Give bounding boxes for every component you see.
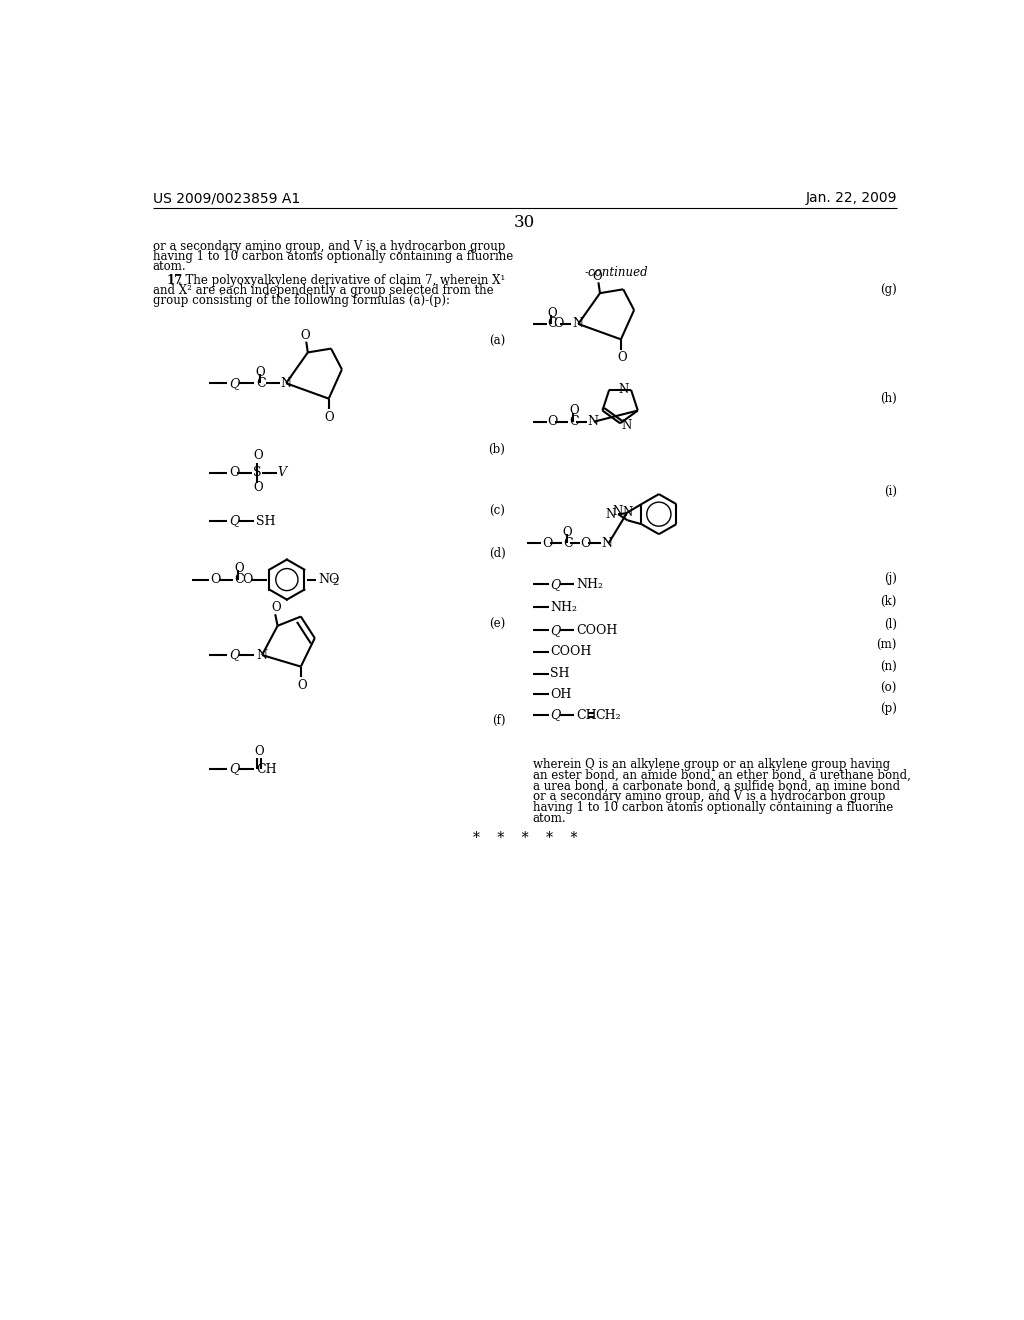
Text: NH₂: NH₂: [550, 601, 578, 614]
Text: Q: Q: [228, 763, 239, 776]
Text: . The polyoxyalkylene derivative of claim 7, wherein X¹: . The polyoxyalkylene derivative of clai…: [178, 273, 506, 286]
Text: OH: OH: [550, 688, 571, 701]
Text: O: O: [297, 678, 306, 692]
Text: N: N: [256, 648, 267, 661]
Text: C: C: [563, 537, 572, 550]
Text: O: O: [547, 306, 557, 319]
Text: CH: CH: [575, 709, 597, 722]
Text: -continued: -continued: [585, 265, 648, 279]
Text: atom.: atom.: [153, 260, 186, 273]
Text: (p): (p): [880, 702, 897, 715]
Text: S: S: [253, 466, 261, 479]
Text: O: O: [547, 416, 558, 428]
Text: or a secondary amino group, and V is a hydrocarbon group: or a secondary amino group, and V is a h…: [532, 791, 885, 804]
Text: O: O: [554, 317, 564, 330]
Text: O: O: [542, 537, 552, 550]
Text: having 1 to 10 carbon atoms optionally containing a fluorine: having 1 to 10 carbon atoms optionally c…: [153, 251, 513, 264]
Text: (d): (d): [488, 546, 506, 560]
Text: (n): (n): [880, 661, 897, 675]
Text: an ester bond, an amide bond, an ether bond, a urethane bond,: an ester bond, an amide bond, an ether b…: [532, 768, 910, 781]
Text: wherein Q is an alkylene group or an alkylene group having: wherein Q is an alkylene group or an alk…: [532, 758, 890, 771]
Text: O: O: [254, 744, 264, 758]
Text: O: O: [581, 537, 591, 550]
Text: CH₂: CH₂: [595, 709, 621, 722]
Text: group consisting of the following formulas (a)-(p):: group consisting of the following formul…: [153, 293, 450, 306]
Text: US 2009/0023859 A1: US 2009/0023859 A1: [153, 191, 300, 206]
Text: Q: Q: [228, 515, 239, 528]
Text: *    *    *    *    *: * * * * *: [473, 830, 577, 845]
Text: N: N: [281, 376, 292, 389]
Text: (j): (j): [884, 572, 897, 585]
Text: O: O: [271, 601, 281, 614]
Text: O: O: [592, 269, 602, 282]
Text: COOH: COOH: [550, 645, 592, 659]
Text: atom.: atom.: [532, 812, 566, 825]
Text: C: C: [569, 416, 579, 428]
Text: 30: 30: [514, 214, 536, 231]
Text: Q: Q: [550, 578, 560, 591]
Text: (m): (m): [877, 639, 897, 652]
Text: O: O: [210, 573, 220, 586]
Text: O: O: [234, 562, 244, 576]
Text: N: N: [623, 506, 633, 519]
Text: a urea bond, a carbonate bond, a sulfide bond, an imine bond: a urea bond, a carbonate bond, a sulfide…: [532, 779, 900, 792]
Text: O: O: [228, 466, 240, 479]
Text: O: O: [569, 404, 579, 417]
Text: O: O: [617, 351, 627, 364]
Text: Q: Q: [228, 376, 239, 389]
Text: Q: Q: [550, 624, 560, 638]
Text: (k): (k): [881, 594, 897, 607]
Text: N: N: [572, 317, 583, 330]
Text: (l): (l): [884, 618, 897, 631]
Text: (i): (i): [884, 484, 897, 498]
Text: or a secondary amino group, and V is a hydrocarbon group: or a secondary amino group, and V is a h…: [153, 240, 505, 253]
Text: (b): (b): [488, 444, 506, 455]
Text: V: V: [278, 466, 287, 479]
Text: 17: 17: [167, 273, 183, 286]
Text: O: O: [256, 366, 265, 379]
Text: SH: SH: [256, 515, 275, 528]
Text: O: O: [254, 449, 263, 462]
Text: and X² are each independently a group selected from the: and X² are each independently a group se…: [153, 284, 494, 297]
Text: SH: SH: [550, 667, 570, 680]
Text: Q: Q: [228, 648, 239, 661]
Text: O: O: [325, 412, 335, 425]
Text: NH₂: NH₂: [575, 578, 603, 591]
Text: (c): (c): [489, 504, 506, 517]
Text: having 1 to 10 carbon atoms optionally containing a fluorine: having 1 to 10 carbon atoms optionally c…: [532, 801, 893, 814]
Text: O: O: [300, 329, 309, 342]
Text: C: C: [256, 376, 265, 389]
Text: C: C: [234, 573, 244, 586]
Text: (g): (g): [880, 282, 897, 296]
Text: N: N: [618, 383, 629, 396]
Text: (h): (h): [880, 392, 897, 405]
Text: (o): (o): [881, 681, 897, 694]
Text: N: N: [612, 506, 623, 519]
Text: N: N: [601, 537, 612, 550]
Text: O: O: [243, 573, 253, 586]
Text: COOH: COOH: [575, 624, 617, 638]
Text: Q: Q: [550, 709, 560, 722]
Text: C: C: [547, 317, 557, 330]
Text: N: N: [588, 416, 599, 428]
Text: CH: CH: [256, 763, 276, 776]
Text: N: N: [622, 418, 632, 432]
Text: O: O: [254, 482, 263, 495]
Text: N: N: [606, 508, 616, 520]
Text: (f): (f): [492, 714, 506, 727]
Text: Jan. 22, 2009: Jan. 22, 2009: [805, 191, 897, 206]
Text: 2: 2: [333, 578, 339, 587]
Text: (e): (e): [489, 618, 506, 631]
Text: NO: NO: [317, 573, 339, 586]
Text: (a): (a): [489, 335, 506, 348]
Text: O: O: [563, 527, 572, 539]
